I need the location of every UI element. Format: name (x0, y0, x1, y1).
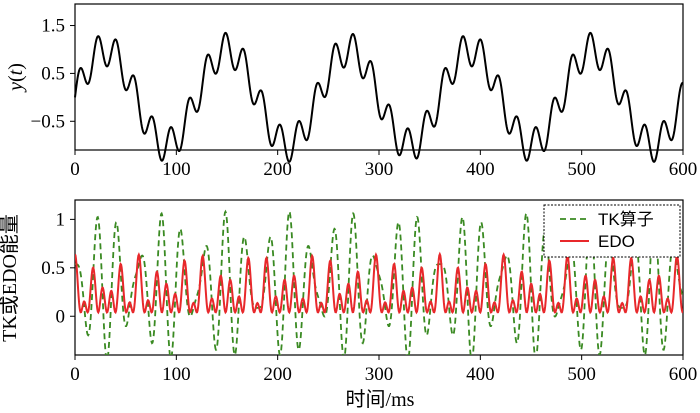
bottom-x-tick-label: 0 (70, 364, 80, 385)
top-y-tick-label: −0.5 (31, 111, 65, 132)
edo-series-line (75, 251, 683, 315)
top-x-tick-label: 400 (466, 159, 495, 180)
top-y-tick-label: 1.5 (41, 16, 65, 37)
bottom-y-axis-label: TK或EDO能量 (0, 214, 21, 342)
top-series-line-y (74, 31, 684, 163)
bottom-y-tick-label: 0 (56, 306, 66, 327)
top-y-ticks: 1.5 0.5 −0.5 (31, 16, 75, 132)
legend-tk-label: TK算子 (598, 210, 654, 229)
bottom-x-tick-label: 200 (263, 364, 292, 385)
top-x-ticks: 0 100 200 300 400 500 600 (70, 150, 697, 180)
top-x-tick-label: 100 (162, 159, 191, 180)
bottom-x-tick-label: 300 (365, 364, 394, 385)
bottom-y-tick-label: 1 (56, 209, 66, 230)
bottom-x-tick-label: 400 (466, 364, 495, 385)
top-y-axis-label: y(t) (5, 63, 27, 93)
bottom-x-axis-label: 时间/ms (346, 388, 415, 411)
top-panel: 0 100 200 300 400 500 600 1.5 0.5 −0.5 y(t) (5, 3, 697, 180)
top-y-label-var: y (5, 82, 27, 93)
bottom-y-ticks: 10.50 (41, 209, 75, 327)
legend: TK算子 EDO (543, 204, 681, 258)
top-y-label-arg: t (5, 69, 27, 75)
legend-box (543, 204, 681, 258)
top-x-tick-label: 600 (669, 159, 698, 180)
bottom-y-tick-label: 0.5 (41, 258, 65, 279)
bottom-panel: 0 100 200 300 400 500 600 10.50 TK或EDO能量 时间/ms… (0, 199, 697, 411)
bottom-x-tick-label: 500 (567, 364, 596, 385)
legend-edo-label: EDO (598, 232, 635, 251)
top-y-tick-label: 0.5 (41, 63, 65, 84)
top-x-tick-label: 0 (70, 159, 80, 180)
bottom-x-ticks: 0 100 200 300 400 500 600 (70, 355, 697, 385)
top-x-tick-label: 500 (567, 159, 596, 180)
top-axes-frame (74, 3, 684, 151)
bottom-x-tick-label: 100 (162, 364, 191, 385)
top-x-tick-label: 300 (365, 159, 394, 180)
bottom-x-tick-label: 600 (669, 364, 698, 385)
top-x-tick-label: 200 (263, 159, 292, 180)
